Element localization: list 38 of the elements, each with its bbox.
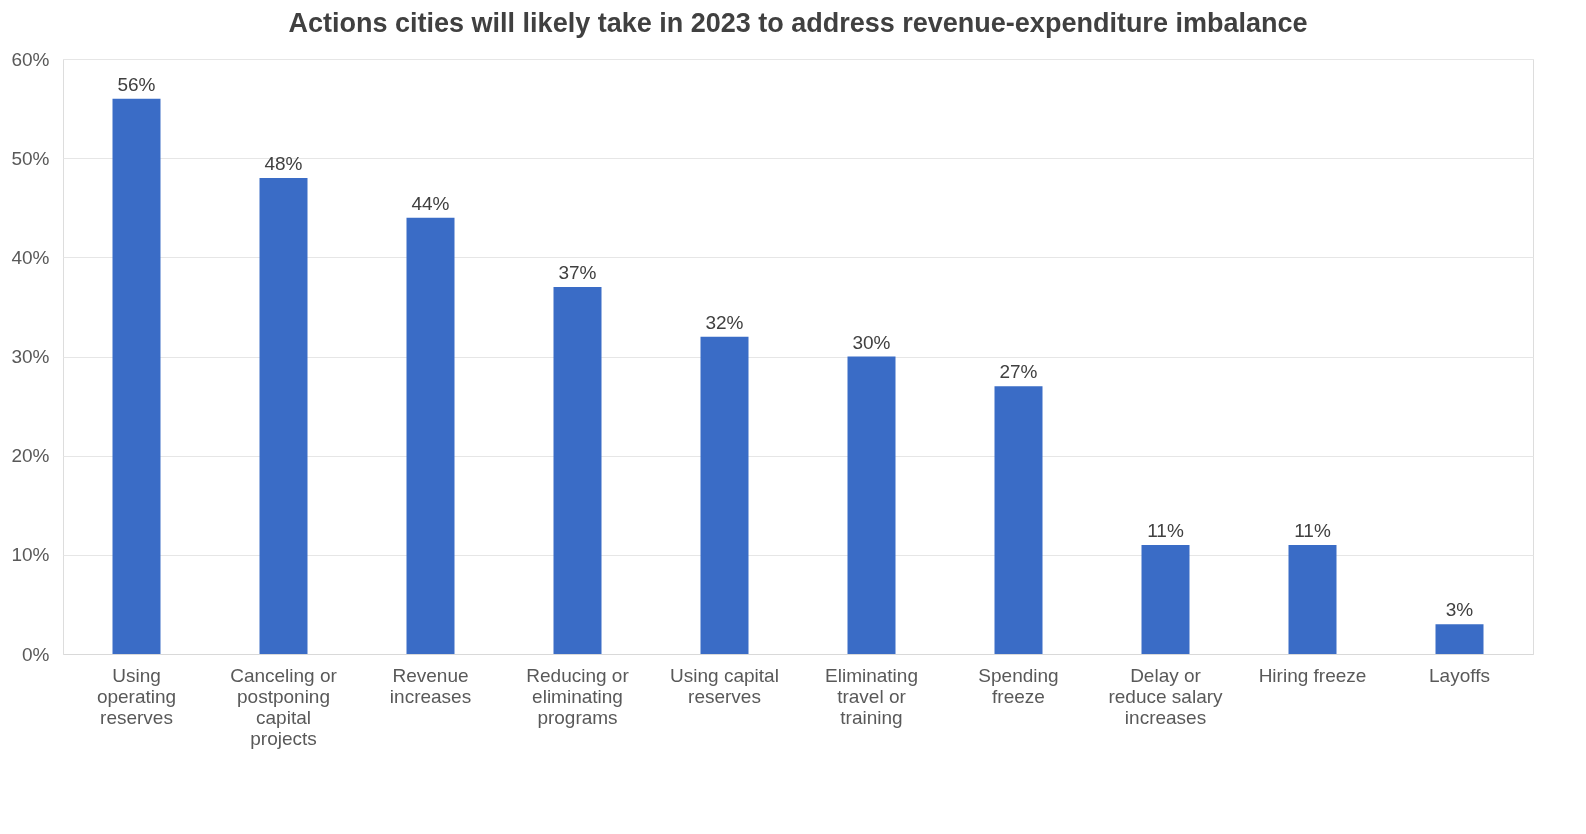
x-tick-label: Canceling or postponing capital projects bbox=[230, 664, 338, 749]
y-tick-label: 40% bbox=[11, 246, 50, 268]
x-tick-label: Using capital reserves bbox=[670, 664, 779, 707]
x-tick-label: Spending freeze bbox=[978, 664, 1059, 707]
bar bbox=[112, 98, 161, 654]
y-tick-label: 30% bbox=[11, 346, 50, 367]
y-tick-label: 60% bbox=[11, 48, 50, 70]
x-tick-label: Layoffs bbox=[1429, 664, 1490, 686]
bar bbox=[553, 287, 602, 654]
bar bbox=[1288, 544, 1337, 654]
bar bbox=[1141, 544, 1190, 654]
x-tick-label: Hiring freeze bbox=[1258, 664, 1367, 686]
x-tick-label: Eliminating travel or training bbox=[825, 664, 918, 728]
bar bbox=[700, 336, 749, 654]
x-tick-label: Using operating reserves bbox=[96, 664, 177, 728]
data-label: 27% bbox=[999, 361, 1038, 383]
data-label: 44% bbox=[411, 192, 450, 214]
x-tick-label: Delay or reduce salary increases bbox=[1108, 664, 1224, 728]
y-tick-label: 50% bbox=[11, 147, 50, 169]
x-tick-label: Revenue increases bbox=[389, 664, 472, 707]
data-label: 48% bbox=[264, 153, 303, 174]
y-tick-label: 10% bbox=[11, 544, 50, 566]
data-label: 11% bbox=[1147, 519, 1184, 541]
y-tick-label: 0% bbox=[22, 643, 50, 665]
x-tick-label: Reducing or eliminating programs bbox=[526, 664, 630, 728]
bar bbox=[259, 178, 308, 654]
data-label: 37% bbox=[558, 262, 597, 284]
data-label: 32% bbox=[705, 311, 744, 333]
data-label: 11% bbox=[1294, 519, 1331, 541]
bar bbox=[1435, 624, 1484, 654]
data-label: 30% bbox=[852, 331, 891, 353]
data-label: 3% bbox=[1445, 599, 1474, 621]
bar bbox=[406, 217, 455, 654]
bar bbox=[994, 386, 1043, 654]
chart-title: Actions cities will likely take in 2023 to address revenue-expenditure imbalance bbox=[288, 8, 1308, 38]
y-tick-label: 20% bbox=[11, 445, 50, 467]
data-label: 56% bbox=[117, 73, 156, 95]
bar bbox=[847, 356, 896, 654]
